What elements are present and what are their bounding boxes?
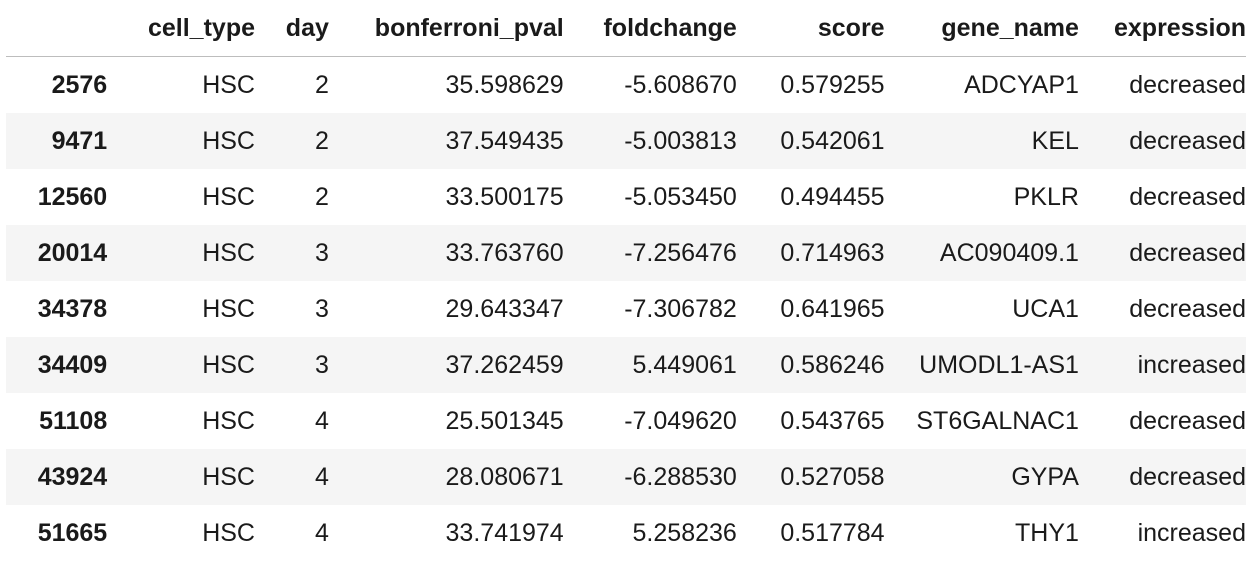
day-cell: 2 (314, 182, 329, 211)
score-cell: 0.542061 (780, 126, 885, 155)
header-bonferroni-pval: bonferroni_pval (328, 0, 564, 57)
table-body: 2576 HSC 2 35.598629 -5.608670 0.579255 ADCYAP… (6, 56, 1246, 561)
header-foldchange: foldchange (563, 0, 737, 57)
gene-name-cell: ADCYAP1 (964, 70, 1079, 99)
bonferroni-pval-cell: 35.598629 (445, 70, 564, 99)
foldchange-cell: -5.053450 (624, 182, 737, 211)
score-cell: 0.714963 (780, 238, 885, 267)
row-index: 2576 (51, 70, 108, 99)
expression-cell: decreased (1129, 70, 1246, 99)
header-index (6, 0, 108, 57)
dataframe-table: cell_type day bonferroni_pval foldchange… (6, 0, 1246, 561)
bonferroni-pval-cell: 37.262459 (445, 350, 564, 379)
table-row: 43924 HSC 4 28.080671 -6.288530 0.527058 GYPA d… (6, 449, 1246, 505)
table-row: 51108 HSC 4 25.501345 -7.049620 0.543765 ST6GA… (6, 393, 1246, 449)
table-row: 34378 HSC 3 29.643347 -7.306782 0.641965 UCA1 d… (6, 281, 1246, 337)
score-cell: 0.517784 (780, 518, 885, 547)
day-cell: 3 (314, 350, 329, 379)
header-score: score (736, 0, 885, 57)
header-day: day (255, 0, 329, 57)
gene-name-cell: THY1 (1015, 518, 1079, 547)
gene-name-cell: KEL (1031, 126, 1079, 155)
expression-cell: increased (1137, 518, 1246, 547)
score-cell: 0.641965 (780, 294, 885, 323)
gene-name-cell: AC090409.1 (939, 238, 1079, 267)
table-row: 2576 HSC 2 35.598629 -5.608670 0.579255 ADCYAP… (6, 56, 1246, 113)
expression-cell: decreased (1129, 294, 1246, 323)
foldchange-cell: -6.288530 (624, 462, 737, 491)
header-cell-type: cell_type (107, 0, 255, 57)
row-index: 43924 (37, 462, 108, 491)
foldchange-cell: 5.258236 (632, 518, 737, 547)
row-index: 34378 (37, 294, 108, 323)
table-row: 12560 HSC 2 33.500175 -5.053450 0.494455 PKLR d… (6, 169, 1246, 225)
row-index: 20014 (37, 238, 108, 267)
header-row: cell_type day bonferroni_pval foldchange… (6, 0, 1246, 57)
table-row: 20014 HSC 3 33.763760 -7.256476 0.714963 AC090… (6, 225, 1246, 281)
cell-type-cell: HSC (202, 126, 255, 155)
cell-type-cell: HSC (202, 406, 255, 435)
expression-cell: decreased (1129, 126, 1246, 155)
foldchange-cell: -7.049620 (624, 406, 737, 435)
table-row: 34409 HSC 3 37.262459 5.449061 0.586246 UMODL1… (6, 337, 1246, 393)
foldchange-cell: -5.608670 (624, 70, 737, 99)
score-cell: 0.586246 (780, 350, 885, 379)
cell-type-cell: HSC (202, 238, 255, 267)
cell-type-cell: HSC (202, 294, 255, 323)
bonferroni-pval-cell: 25.501345 (445, 406, 564, 435)
bonferroni-pval-cell: 33.763760 (445, 238, 564, 267)
expression-cell: decreased (1129, 462, 1246, 491)
header-gene-name: gene_name (884, 0, 1079, 57)
row-index: 51665 (37, 518, 108, 547)
score-cell: 0.494455 (780, 182, 885, 211)
score-cell: 0.579255 (780, 70, 885, 99)
foldchange-cell: -7.306782 (624, 294, 737, 323)
expression-cell: increased (1137, 350, 1246, 379)
row-index: 51108 (39, 406, 108, 435)
bonferroni-pval-cell: 28.080671 (445, 462, 564, 491)
table-header: cell_type day bonferroni_pval foldchange… (6, 0, 1246, 57)
foldchange-cell: 5.449061 (632, 350, 737, 379)
bonferroni-pval-cell: 33.500175 (445, 182, 564, 211)
bonferroni-pval-cell: 29.643347 (445, 294, 564, 323)
table-row: 51665 HSC 4 33.741974 5.258236 0.517784 THY1 in… (6, 505, 1246, 561)
foldchange-cell: -5.003813 (624, 126, 737, 155)
day-cell: 3 (314, 294, 329, 323)
score-cell: 0.543765 (780, 406, 885, 435)
expression-cell: decreased (1129, 182, 1246, 211)
day-cell: 3 (314, 238, 329, 267)
expression-cell: decreased (1129, 238, 1246, 267)
cell-type-cell: HSC (202, 462, 255, 491)
table-row: 9471 HSC 2 37.549435 -5.003813 0.542061 KEL dec… (6, 113, 1246, 169)
day-cell: 4 (314, 518, 329, 547)
day-cell: 2 (314, 126, 329, 155)
gene-name-cell: ST6GALNAC1 (916, 406, 1079, 435)
score-cell: 0.527058 (780, 462, 885, 491)
expression-cell: decreased (1129, 406, 1246, 435)
row-index: 9471 (51, 126, 108, 155)
cell-type-cell: HSC (202, 518, 255, 547)
gene-name-cell: PKLR (1013, 182, 1079, 211)
cell-type-cell: HSC (202, 70, 255, 99)
day-cell: 4 (314, 462, 329, 491)
gene-name-cell: UCA1 (1012, 294, 1079, 323)
foldchange-cell: -7.256476 (624, 238, 737, 267)
bonferroni-pval-cell: 33.741974 (445, 518, 564, 547)
gene-name-cell: GYPA (1011, 462, 1079, 491)
bonferroni-pval-cell: 37.549435 (445, 126, 564, 155)
row-index: 12560 (37, 182, 108, 211)
cell-type-cell: HSC (202, 350, 255, 379)
day-cell: 4 (314, 406, 329, 435)
header-expression: expression (1078, 0, 1246, 57)
row-index: 34409 (37, 350, 108, 379)
gene-name-cell: UMODL1-AS1 (919, 350, 1079, 379)
cell-type-cell: HSC (202, 182, 255, 211)
day-cell: 2 (314, 70, 329, 99)
